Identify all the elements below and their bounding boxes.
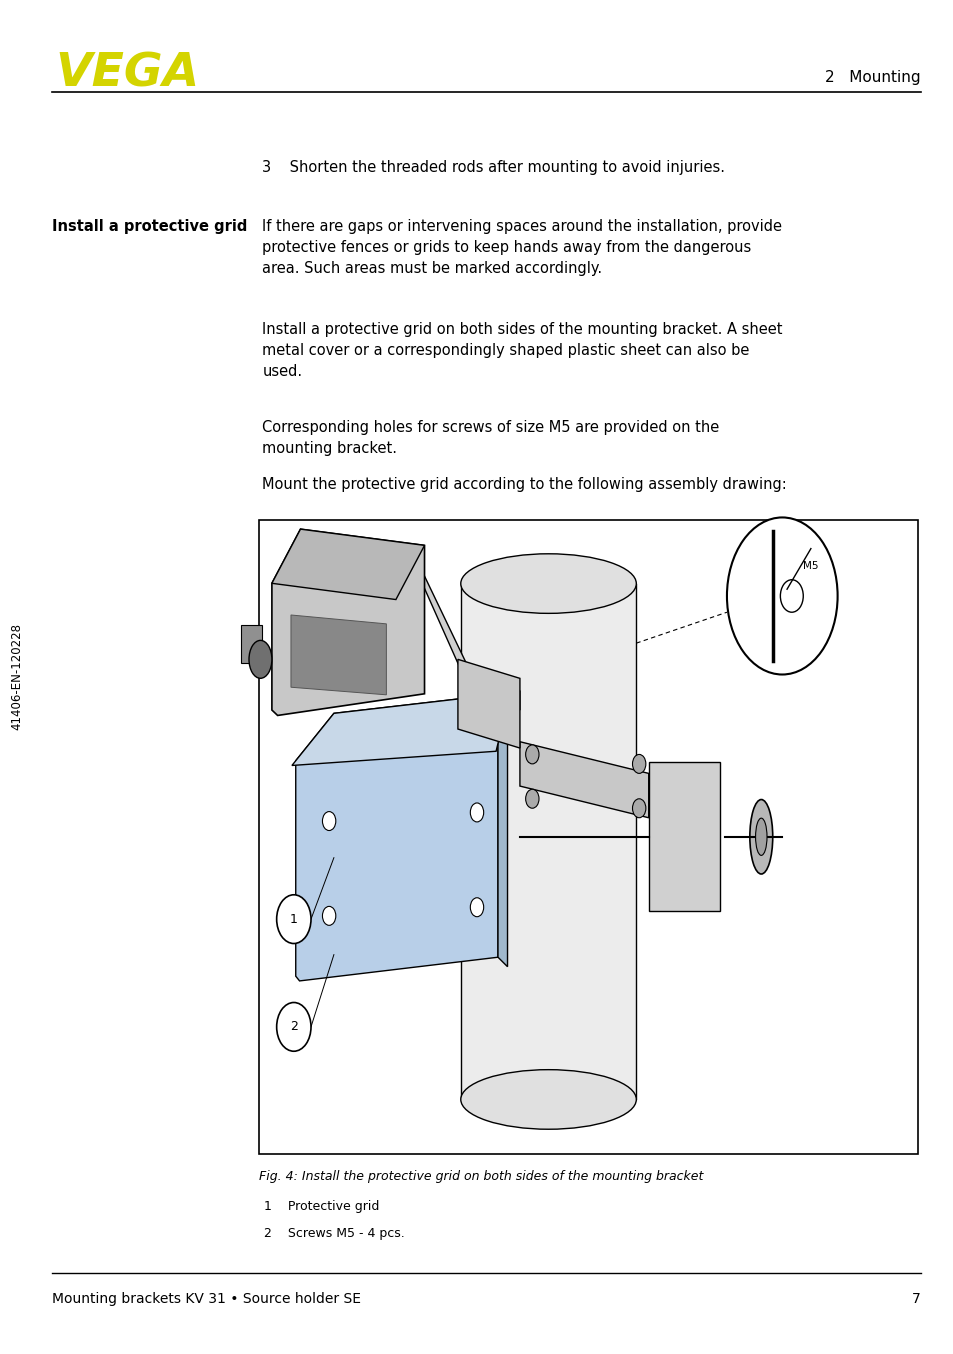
Text: 2   Mounting: 2 Mounting [824, 70, 920, 85]
Text: 1    Protective grid: 1 Protective grid [264, 1200, 379, 1213]
Text: VEGA: VEGA [55, 51, 199, 96]
Polygon shape [519, 742, 648, 818]
Text: 1: 1 [290, 913, 297, 926]
Polygon shape [272, 529, 424, 715]
Text: Install a protective grid: Install a protective grid [52, 219, 248, 234]
Circle shape [276, 895, 311, 944]
Circle shape [780, 580, 802, 612]
Text: 7: 7 [911, 1292, 920, 1305]
Text: 41406-EN-120228: 41406-EN-120228 [10, 623, 24, 731]
Polygon shape [457, 659, 519, 747]
Bar [259, 520, 917, 1154]
Ellipse shape [460, 1070, 636, 1129]
Polygon shape [295, 695, 497, 980]
Circle shape [726, 517, 837, 674]
Text: 3    Shorten the threaded rods after mounting to avoid injuries.: 3 Shorten the threaded rods after mounti… [262, 160, 724, 175]
Polygon shape [497, 695, 507, 967]
Text: 2: 2 [290, 1021, 297, 1033]
Circle shape [322, 906, 335, 925]
Circle shape [525, 745, 538, 764]
Ellipse shape [460, 554, 636, 613]
Text: Install a protective grid on both sides of the mounting bracket. A sheet
metal c: Install a protective grid on both sides … [262, 322, 782, 379]
Polygon shape [272, 529, 424, 600]
Bar [460, 584, 636, 1099]
Ellipse shape [249, 640, 272, 678]
Polygon shape [415, 556, 519, 709]
Text: If there are gaps or intervening spaces around the installation, provide
protect: If there are gaps or intervening spaces … [262, 219, 781, 276]
Ellipse shape [755, 818, 766, 856]
Text: 2    Screws M5 - 4 pcs.: 2 Screws M5 - 4 pcs. [264, 1227, 405, 1240]
Circle shape [470, 898, 483, 917]
Bar [241, 626, 262, 663]
Circle shape [276, 1002, 311, 1051]
Circle shape [632, 754, 645, 773]
Circle shape [525, 789, 538, 808]
Text: Corresponding holes for screws of size M5 are provided on the
mounting bracket.: Corresponding holes for screws of size M… [262, 420, 719, 456]
Polygon shape [291, 615, 386, 695]
Text: Mounting brackets KV 31 • Source holder SE: Mounting brackets KV 31 • Source holder … [52, 1292, 361, 1305]
Ellipse shape [749, 799, 772, 875]
Circle shape [632, 799, 645, 818]
Text: Fig. 4: Install the protective grid on both sides of the mounting bracket: Fig. 4: Install the protective grid on b… [259, 1170, 703, 1183]
Text: M5: M5 [802, 561, 818, 571]
Circle shape [322, 811, 335, 830]
Polygon shape [292, 695, 507, 765]
Circle shape [470, 803, 483, 822]
Bar [648, 762, 720, 911]
Text: Mount the protective grid according to the following assembly drawing:: Mount the protective grid according to t… [262, 477, 786, 492]
